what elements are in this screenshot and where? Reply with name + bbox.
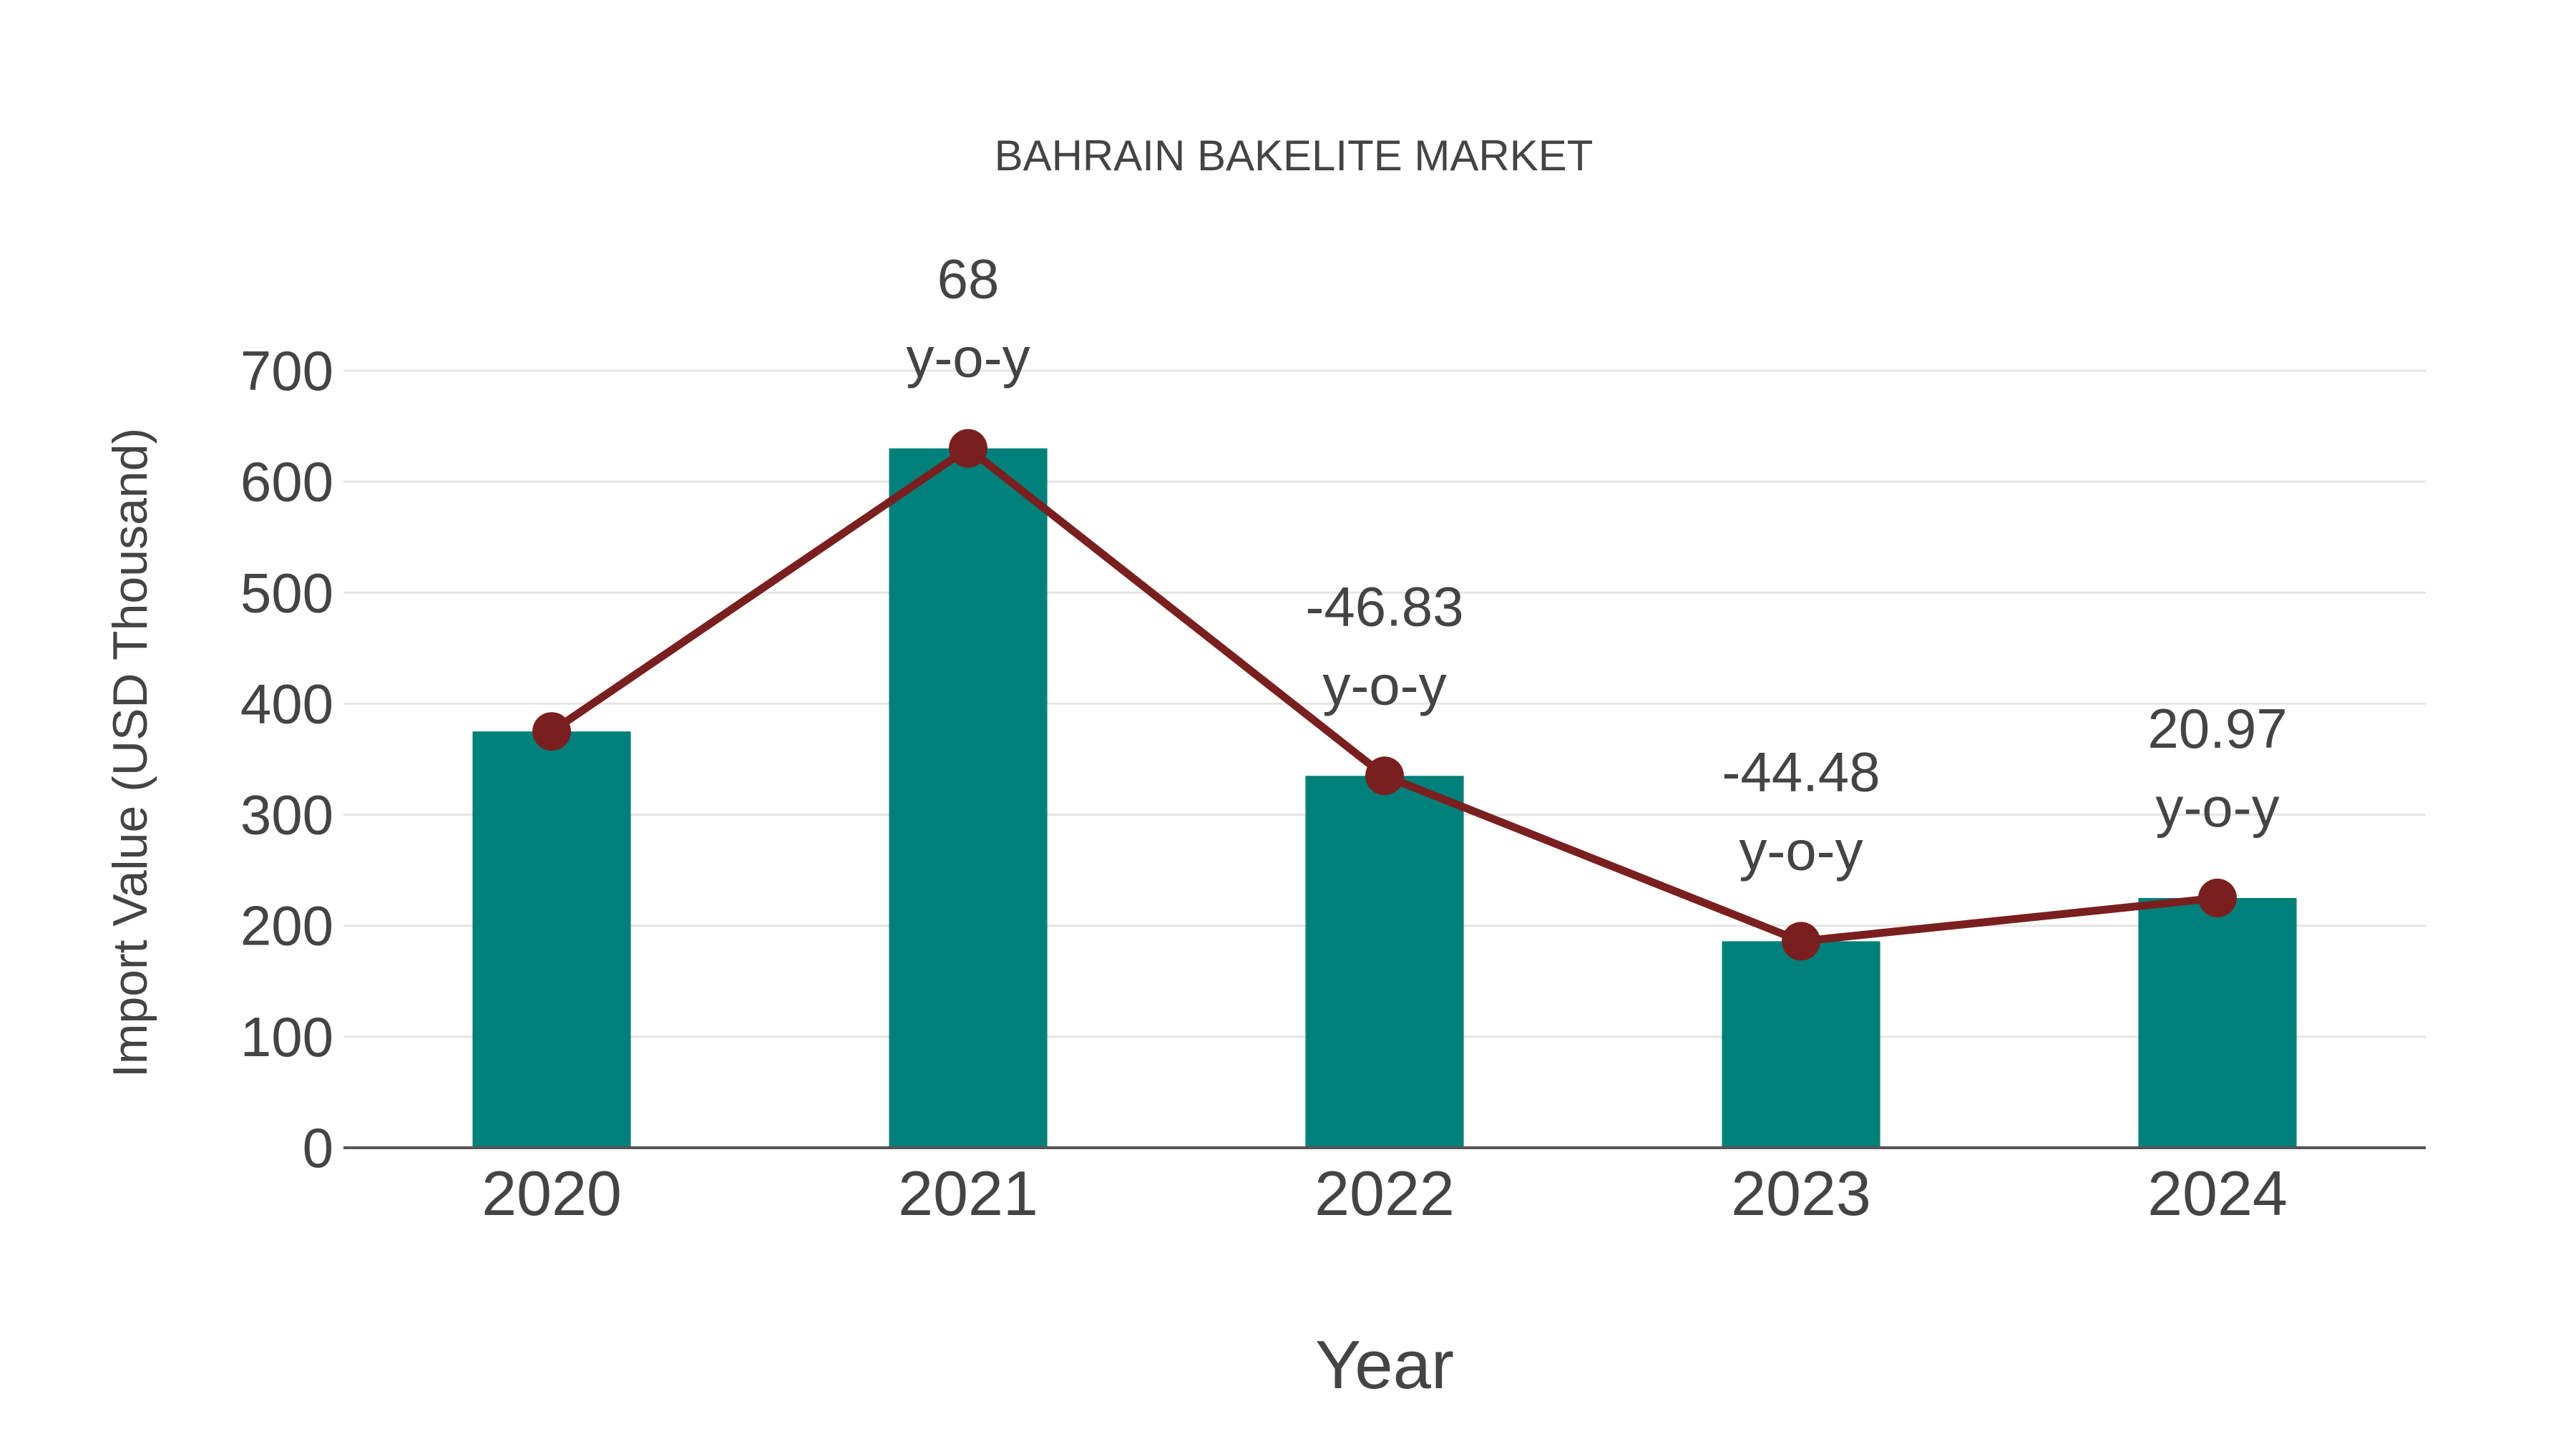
annotation-suffix: y-o-y — [1739, 819, 1863, 882]
x-tick-label: 2020 — [482, 1158, 622, 1229]
y-tick-label: 0 — [303, 1116, 333, 1179]
trend-marker-2021 — [949, 429, 987, 468]
y-axis-title: Import Value (USD Thousand) — [103, 428, 157, 1078]
y-axis-ticks: 0 100 200 300 400 500 600 700 — [240, 339, 333, 1179]
y-tick-label: 400 — [240, 672, 333, 735]
annotation-2024: 20.97 y-o-y — [2147, 697, 2287, 839]
y-tick-label: 700 — [240, 339, 333, 402]
annotation-2022: -46.83 y-o-y — [1305, 575, 1463, 716]
trend-marker-2023 — [1782, 922, 1820, 961]
bar-2023 — [1722, 941, 1880, 1148]
annotations: 68 y-o-y -46.83 y-o-y -44.48 y-o-y 20.97 y-o-y — [906, 248, 2287, 882]
annotation-2021: 68 y-o-y — [906, 248, 1030, 389]
annotation-suffix: y-o-y — [1322, 653, 1446, 716]
bars — [472, 448, 2297, 1148]
y-tick-label: 300 — [240, 784, 333, 847]
y-tick-label: 100 — [240, 1005, 333, 1068]
trend-marker-2020 — [532, 712, 571, 751]
annotation-value: 20.97 — [2147, 697, 2287, 760]
trend-marker-2022 — [1365, 756, 1404, 796]
bar-2020 — [472, 731, 631, 1148]
y-tick-label: 200 — [240, 894, 333, 957]
x-axis-title: Year — [1315, 1327, 1454, 1403]
x-tick-label: 2024 — [2147, 1158, 2288, 1229]
x-tick-label: 2021 — [898, 1158, 1038, 1229]
bar-2024 — [2138, 897, 2297, 1148]
bar-2021 — [889, 448, 1048, 1148]
y-tick-label: 500 — [240, 561, 333, 624]
annotation-2023: -44.48 y-o-y — [1722, 740, 1880, 882]
annotation-value: 68 — [937, 248, 1000, 311]
annotation-suffix: y-o-y — [906, 326, 1030, 389]
bar-2022 — [1305, 776, 1464, 1148]
annotation-value: -46.83 — [1305, 575, 1463, 638]
x-tick-label: 2022 — [1314, 1158, 1455, 1229]
chart-title: BAHRAIN BAKELITE MARKET — [995, 132, 1594, 180]
y-tick-label: 600 — [240, 450, 333, 513]
x-axis-ticks: 2020 2021 2022 2023 2024 — [482, 1158, 2288, 1229]
trend-line — [532, 429, 2237, 961]
trend-marker-2024 — [2198, 878, 2237, 917]
x-tick-label: 2023 — [1731, 1158, 1871, 1229]
annotation-suffix: y-o-y — [2155, 776, 2279, 839]
annotation-value: -44.48 — [1722, 740, 1880, 803]
